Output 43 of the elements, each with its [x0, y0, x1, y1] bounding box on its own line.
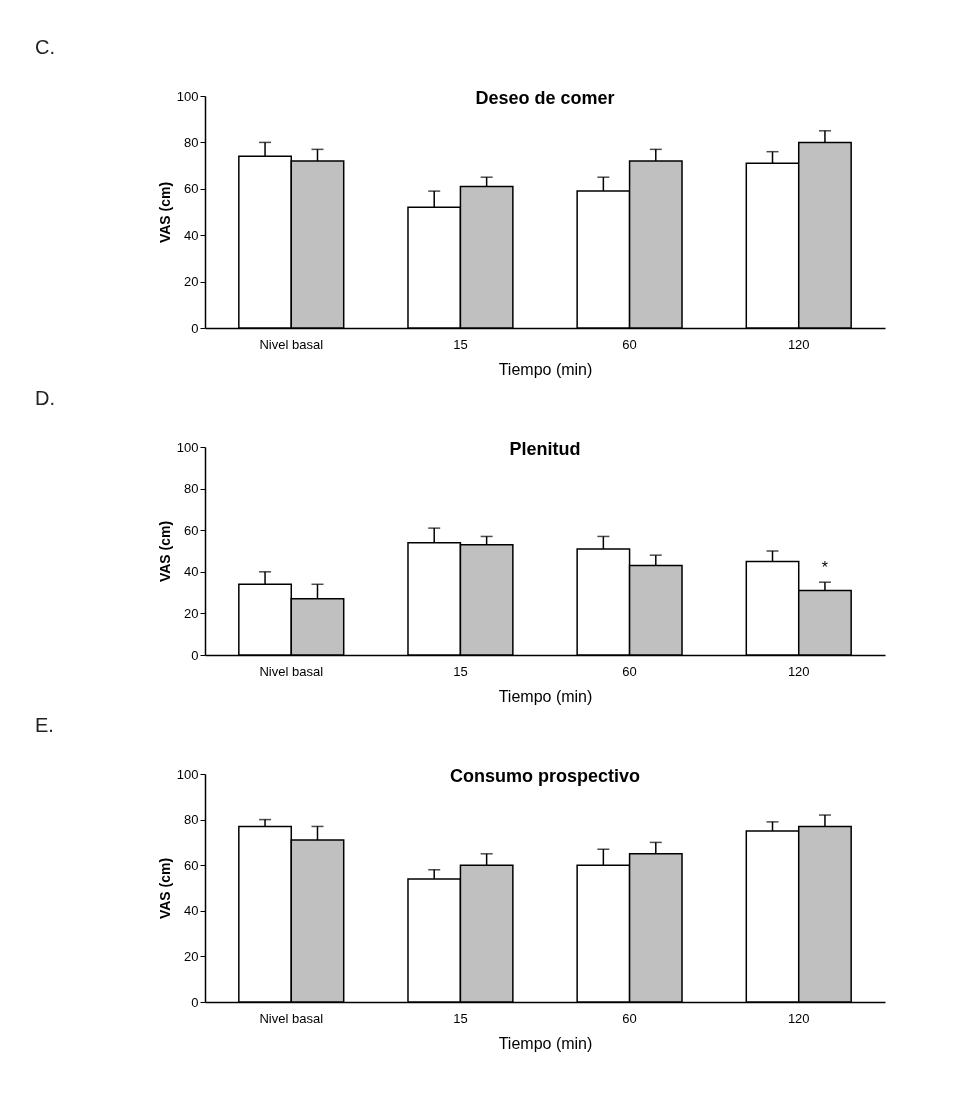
- y-axis-title: VAS (cm): [156, 857, 173, 920]
- y-tick-label: 60: [184, 857, 199, 873]
- y-tick-label: 60: [184, 522, 199, 538]
- x-tick-label: Nivel basal: [259, 336, 324, 352]
- y-tick-label: 100: [176, 88, 199, 104]
- x-tick-label: Nivel basal: [259, 663, 324, 679]
- x-axis-title: Tiempo (min): [498, 687, 593, 705]
- y-tick-label: 80: [184, 481, 199, 497]
- y-tick-label: 40: [184, 227, 199, 243]
- x-axis-title: Tiempo (min): [498, 1034, 593, 1052]
- text: C.: [35, 36, 55, 58]
- annotation: *: [821, 558, 829, 576]
- text: E.: [35, 714, 54, 736]
- x-axis-title: Tiempo (min): [498, 360, 593, 378]
- y-tick-label: 80: [184, 812, 199, 828]
- y-tick-label: 0: [191, 320, 199, 336]
- y-axis-title: VAS (cm): [156, 520, 173, 583]
- x-tick-label: Nivel basal: [259, 1010, 324, 1026]
- x-tick-label: 60: [622, 663, 637, 679]
- y-tick-label: 40: [184, 564, 199, 580]
- y-tick-label: 20: [184, 274, 199, 290]
- chart-title: Deseo de comer: [475, 88, 615, 108]
- chart-title: Plenitud: [509, 439, 581, 459]
- y-tick-label: 100: [176, 439, 199, 455]
- y-axis-title: VAS (cm): [156, 181, 173, 244]
- x-tick-label: 15: [453, 663, 468, 679]
- x-tick-label: 15: [453, 336, 468, 352]
- y-tick-label: 40: [184, 903, 199, 919]
- y-tick-label: 0: [191, 994, 199, 1010]
- x-tick-label: 15: [453, 1010, 468, 1026]
- text: D.: [35, 387, 55, 409]
- y-tick-label: 60: [184, 181, 199, 197]
- y-tick-label: 20: [184, 605, 199, 621]
- x-tick-label: 120: [787, 663, 810, 679]
- x-tick-label: 120: [787, 336, 810, 352]
- y-tick-label: 80: [184, 134, 199, 150]
- x-tick-label: 60: [622, 1010, 637, 1026]
- x-tick-label: 120: [787, 1010, 810, 1026]
- y-tick-label: 20: [184, 948, 199, 964]
- y-tick-label: 100: [176, 766, 199, 782]
- y-tick-label: 0: [191, 647, 199, 663]
- x-tick-label: 60: [622, 336, 637, 352]
- chart-title: Consumo prospectivo: [449, 766, 641, 786]
